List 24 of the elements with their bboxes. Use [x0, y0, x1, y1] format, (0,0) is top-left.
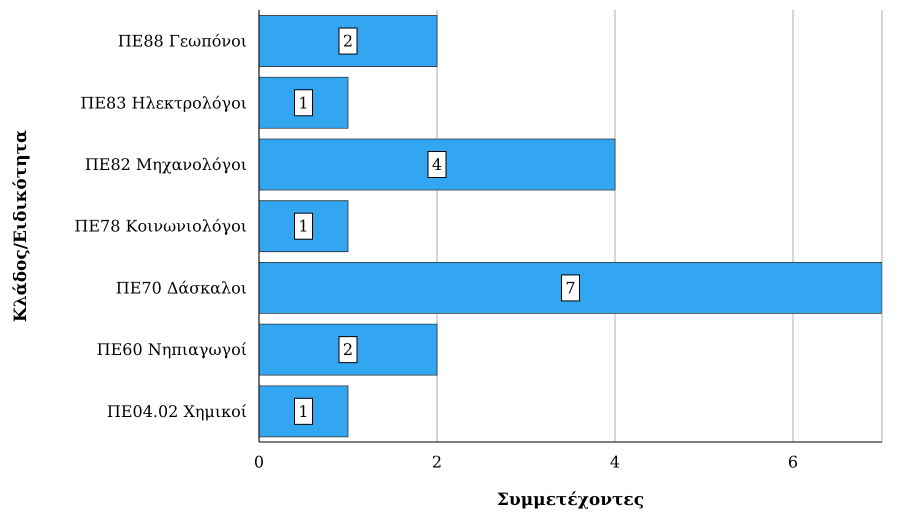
y-tick-label: ΠΕ60 Νηπιαγωγοί — [96, 340, 247, 360]
x-axis-title: Συμμετέχοντες — [496, 490, 644, 510]
y-tick-label: ΠΕ82 Μηχανολόγοι — [84, 154, 247, 174]
x-tick-label: 4 — [610, 452, 620, 472]
data-label: 4 — [432, 154, 442, 174]
y-tick-label: ΠΕ78 Κοινωνιολόγοι — [74, 216, 247, 236]
data-label: 1 — [298, 402, 309, 421]
y-tick-label: ΠΕ70 Δάσκαλοι — [116, 278, 247, 298]
data-label: 7 — [565, 278, 576, 298]
data-label: 1 — [298, 216, 309, 236]
y-tick-label: ΠΕ88 Γεωπόνοι — [118, 32, 247, 51]
x-tick-label: 6 — [788, 452, 798, 472]
bar — [259, 138, 616, 190]
bar — [259, 262, 882, 314]
data-label: 1 — [298, 93, 309, 112]
data-label: 2 — [342, 340, 354, 360]
x-tick-label: 2 — [432, 452, 442, 472]
bar — [259, 15, 438, 67]
y-tick-label: ΠΕ83 Ηλεκτρολόγοι — [80, 93, 247, 112]
x-tick-label: 0 — [254, 452, 264, 472]
bar — [259, 324, 438, 376]
y-tick-label: ΠΕ04.02 Χημικοί — [106, 402, 247, 421]
data-label: 2 — [342, 32, 354, 51]
y-axis-title: Κλάδος/Ειδικότητα — [11, 130, 32, 322]
